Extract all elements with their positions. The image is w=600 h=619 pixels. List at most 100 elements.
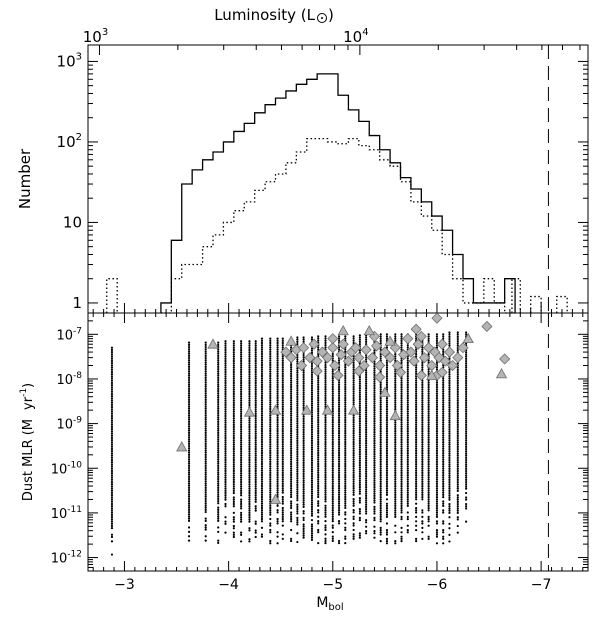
grid-point bbox=[358, 463, 361, 467]
grid-point bbox=[456, 465, 459, 468]
grid-point bbox=[224, 346, 227, 349]
grid-point bbox=[296, 413, 299, 416]
grid-point bbox=[394, 467, 397, 470]
grid-point bbox=[344, 489, 347, 492]
grid-point bbox=[394, 474, 397, 477]
grid-point bbox=[240, 489, 243, 492]
grid-point bbox=[406, 361, 409, 365]
grid-point bbox=[269, 394, 272, 397]
grid-point bbox=[456, 496, 459, 499]
luminosity-tick-label: 103 bbox=[83, 27, 108, 46]
grid-point bbox=[331, 465, 334, 468]
grid-point bbox=[385, 537, 389, 541]
grid-point bbox=[435, 425, 439, 428]
grid-point bbox=[352, 465, 355, 468]
grid-point bbox=[276, 443, 279, 446]
grid-point bbox=[110, 412, 114, 415]
grid-point bbox=[394, 511, 397, 514]
grid-point bbox=[224, 439, 227, 442]
grid-point bbox=[269, 482, 272, 485]
grid-point bbox=[344, 517, 347, 521]
triangle-marker bbox=[243, 406, 256, 417]
grid-point bbox=[110, 516, 114, 519]
grid-point bbox=[269, 476, 272, 479]
grid-point bbox=[204, 444, 207, 448]
grid-point bbox=[260, 513, 264, 516]
grid-point bbox=[435, 333, 439, 336]
grid-point bbox=[385, 386, 389, 389]
grid-point bbox=[406, 456, 409, 459]
grid-point bbox=[456, 386, 459, 389]
grid-point bbox=[281, 432, 284, 435]
grid-point bbox=[281, 405, 284, 408]
grid-point bbox=[240, 355, 243, 358]
grid-point bbox=[337, 427, 341, 430]
grid-point bbox=[240, 353, 243, 356]
grid-point bbox=[240, 461, 243, 464]
grid-point bbox=[448, 421, 451, 424]
grid-point bbox=[224, 351, 227, 354]
grid-point bbox=[204, 387, 207, 390]
grid-point bbox=[456, 436, 459, 440]
diamond-marker bbox=[433, 352, 445, 364]
grid-point bbox=[110, 436, 114, 440]
grid-point bbox=[187, 367, 191, 371]
grid-point bbox=[324, 454, 327, 457]
grid-point bbox=[204, 398, 207, 401]
grid-point bbox=[379, 333, 382, 336]
grid-point bbox=[394, 381, 397, 384]
grid-point bbox=[240, 483, 243, 486]
triangle-marker bbox=[389, 409, 401, 421]
grid-point bbox=[406, 469, 409, 472]
grid-point bbox=[344, 498, 347, 501]
grid-point bbox=[352, 390, 355, 393]
grid-point bbox=[337, 476, 341, 479]
grid-point bbox=[276, 531, 279, 534]
grid-point bbox=[456, 375, 459, 378]
grid-point bbox=[276, 427, 279, 430]
grid-point bbox=[465, 373, 468, 376]
grid-point bbox=[296, 481, 299, 484]
grid-point bbox=[296, 417, 299, 420]
grid-point bbox=[465, 388, 468, 391]
grid-point bbox=[379, 502, 382, 505]
grid-point bbox=[435, 460, 439, 464]
grid-point bbox=[310, 501, 314, 504]
grid-point bbox=[385, 416, 389, 420]
diamond-marker bbox=[423, 342, 435, 354]
grid-point bbox=[290, 421, 293, 424]
grid-point bbox=[373, 380, 376, 383]
grid-point bbox=[352, 498, 355, 501]
grid-point bbox=[365, 356, 368, 359]
grid-point bbox=[317, 335, 320, 338]
grid-point bbox=[232, 500, 235, 503]
grid-point bbox=[224, 408, 227, 411]
grid-point bbox=[442, 535, 445, 538]
grid-point bbox=[310, 525, 314, 528]
grid-point bbox=[421, 397, 424, 400]
grid-point bbox=[269, 513, 272, 516]
grid-point bbox=[421, 421, 424, 424]
grid-point bbox=[204, 392, 207, 395]
grid-point bbox=[317, 412, 320, 415]
diamond-marker bbox=[384, 352, 396, 364]
grid-point bbox=[448, 472, 451, 475]
grid-point bbox=[290, 438, 293, 441]
grid-point bbox=[302, 415, 305, 418]
grid-point bbox=[358, 433, 361, 436]
grid-point bbox=[276, 392, 279, 395]
grid-point bbox=[331, 425, 334, 428]
grid-point bbox=[337, 539, 341, 543]
grid-point bbox=[260, 509, 264, 512]
grid-point bbox=[269, 487, 272, 490]
grid-point bbox=[248, 377, 251, 380]
grid-point bbox=[204, 508, 207, 511]
grid-point bbox=[204, 462, 207, 465]
grid-point bbox=[254, 467, 257, 470]
grid-point bbox=[317, 515, 320, 518]
grid-point bbox=[352, 533, 355, 536]
grid-point bbox=[427, 394, 430, 398]
grid-point bbox=[352, 515, 355, 518]
grid-point bbox=[310, 483, 314, 486]
grid-point bbox=[337, 473, 341, 477]
